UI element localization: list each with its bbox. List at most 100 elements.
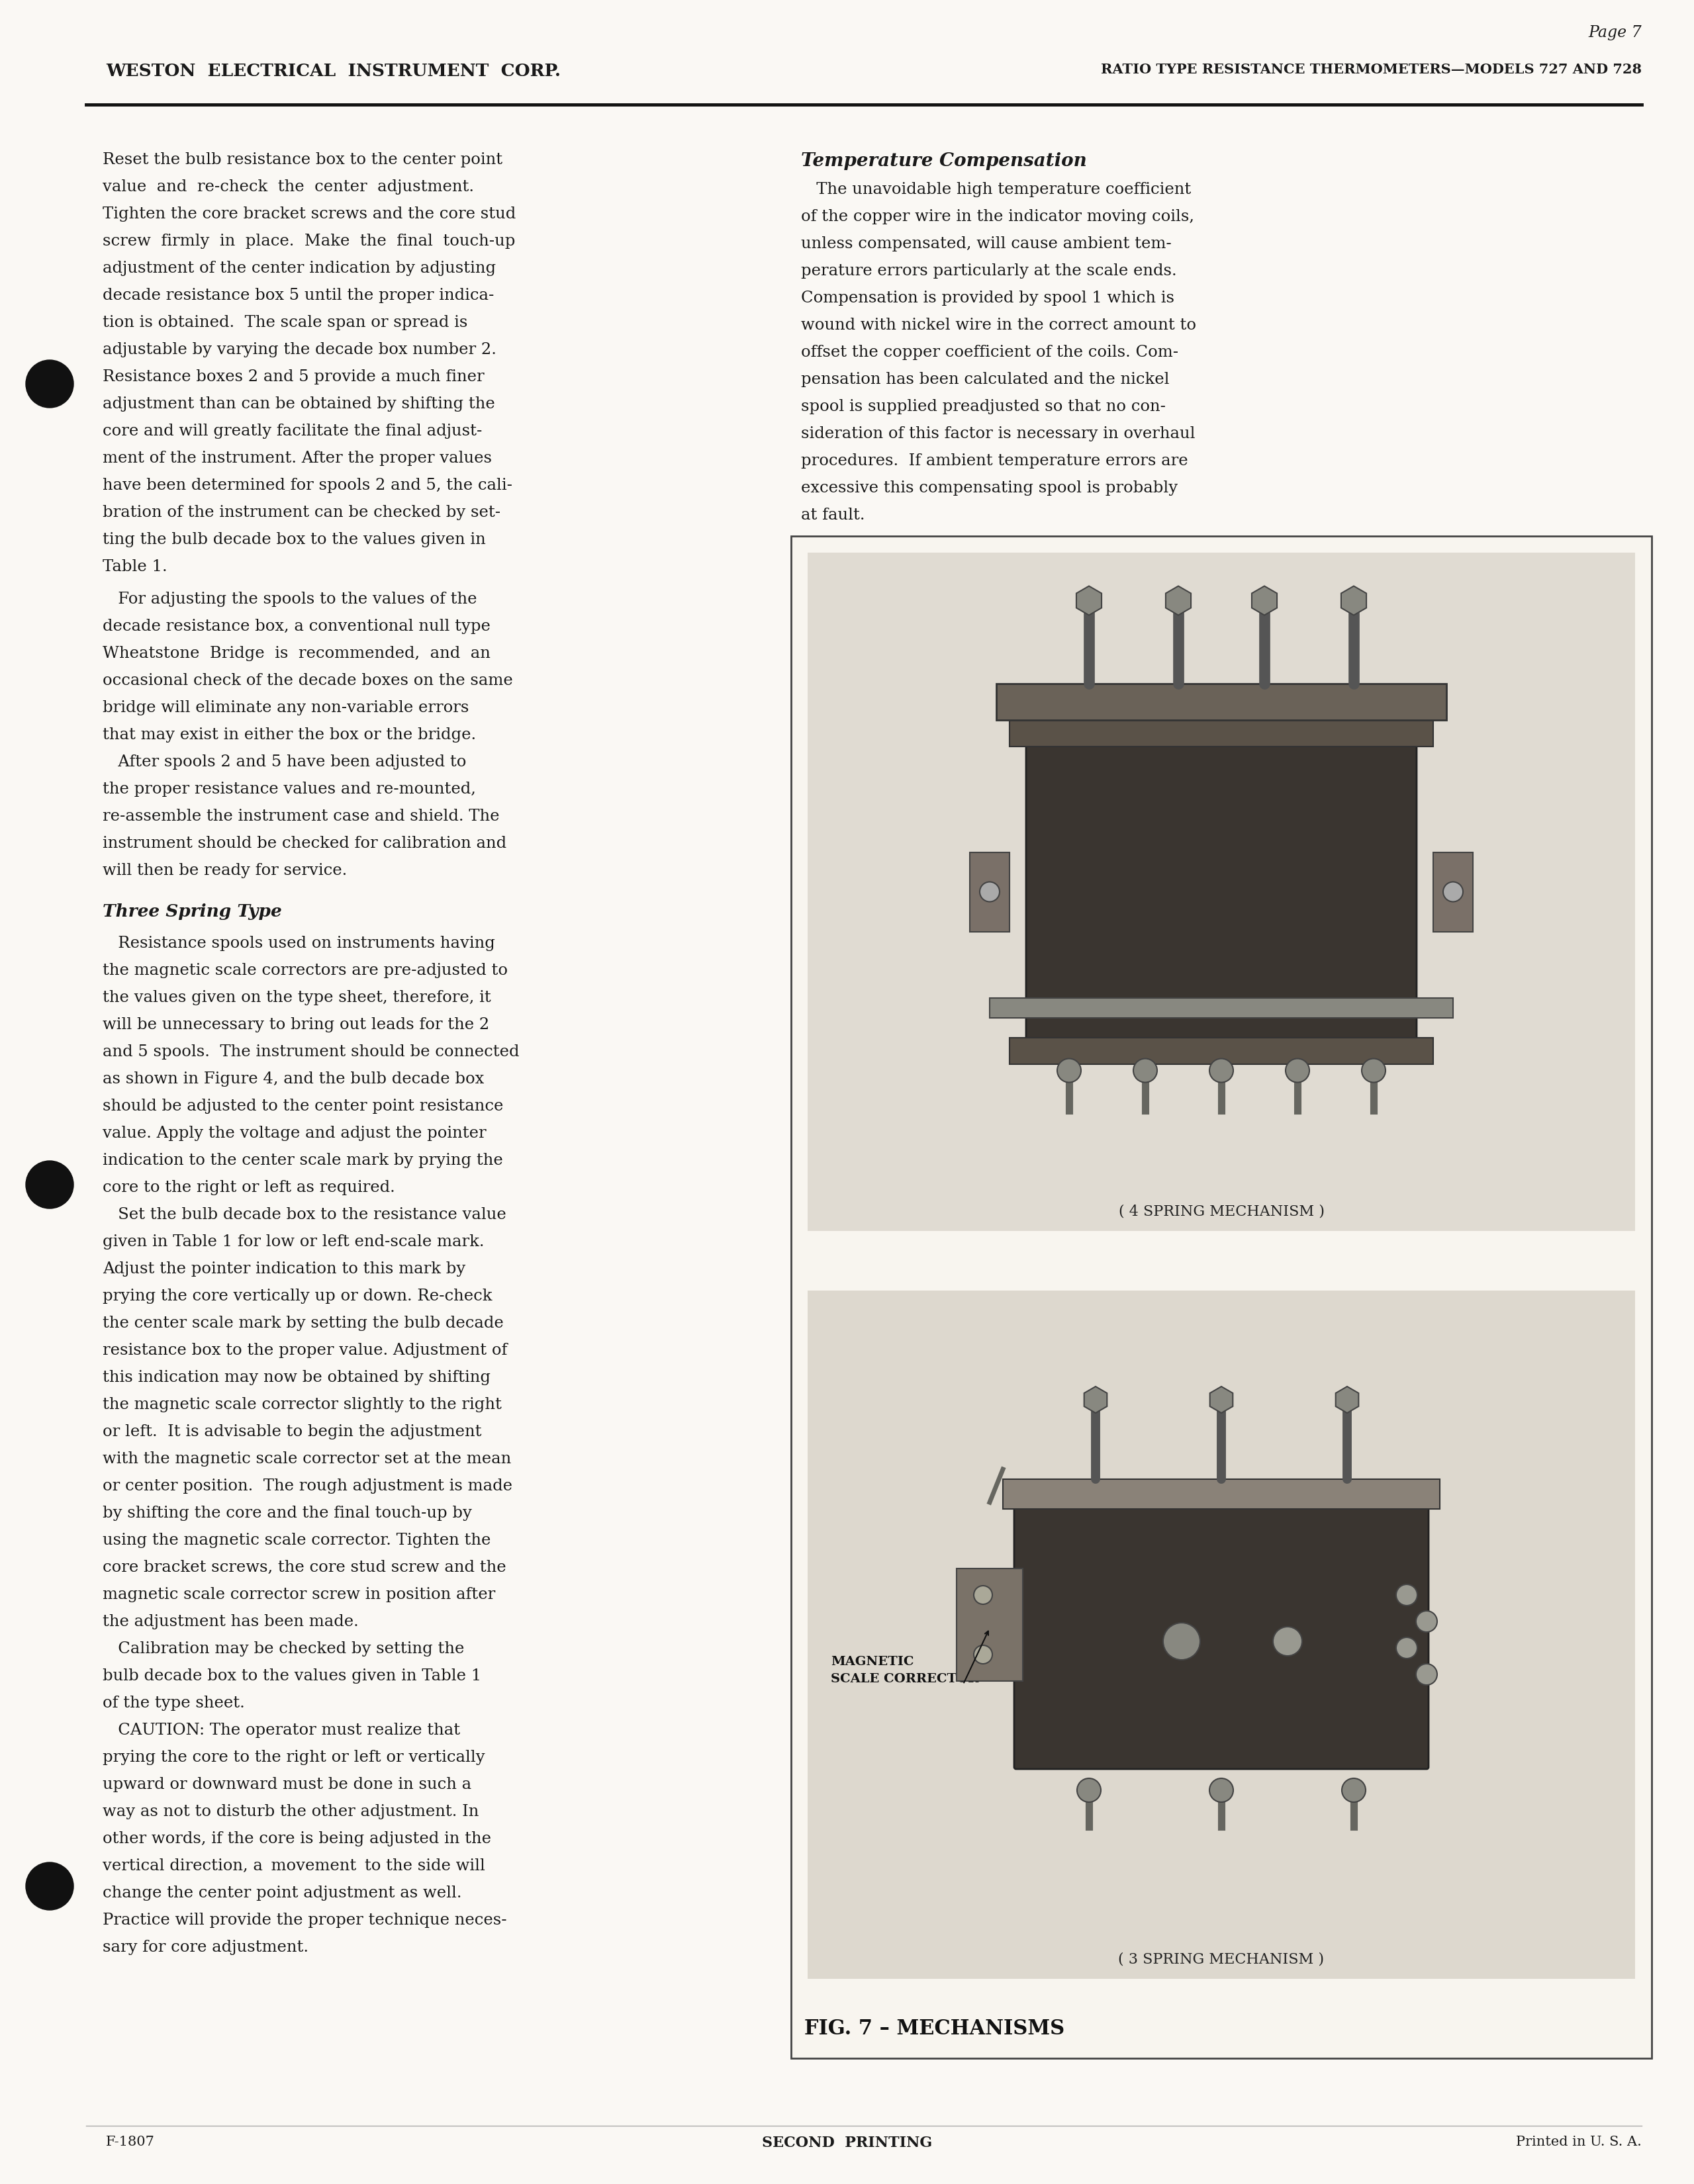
Text: given in Table 1 for low or left end-scale mark.: given in Table 1 for low or left end-sca… <box>103 1234 484 1249</box>
Circle shape <box>974 1586 993 1605</box>
Text: and 5 spools.  The instrument should be connected: and 5 spools. The instrument should be c… <box>103 1044 520 1059</box>
Bar <box>969 852 1010 933</box>
Text: adjustment than can be obtained by shifting the: adjustment than can be obtained by shift… <box>103 397 495 411</box>
Text: Resistance spools used on instruments having: Resistance spools used on instruments ha… <box>103 935 495 950</box>
Text: SECOND  PRINTING: SECOND PRINTING <box>762 2136 932 2151</box>
Text: or center position.  The rough adjustment is made: or center position. The rough adjustment… <box>103 1479 512 1494</box>
Circle shape <box>1342 1778 1365 1802</box>
Text: core to the right or left as required.: core to the right or left as required. <box>103 1179 395 1195</box>
Text: tion is obtained.  The scale span or spread is: tion is obtained. The scale span or spre… <box>103 314 468 330</box>
Text: bration of the instrument can be checked by set-: bration of the instrument can be checked… <box>103 505 500 520</box>
Circle shape <box>1133 1059 1157 1083</box>
Text: resistance box to the proper value. Adjustment of: resistance box to the proper value. Adju… <box>103 1343 507 1358</box>
FancyBboxPatch shape <box>1015 1507 1428 1769</box>
Bar <box>1003 1479 1440 1509</box>
Text: should be adjusted to the center point resistance: should be adjusted to the center point r… <box>103 1099 503 1114</box>
Text: spool is supplied preadjusted so that no con-: spool is supplied preadjusted so that no… <box>801 400 1165 415</box>
Text: prying the core vertically up or down. Re-check: prying the core vertically up or down. R… <box>103 1289 493 1304</box>
Bar <box>989 998 1453 1018</box>
Text: ( 3 SPRING MECHANISM ): ( 3 SPRING MECHANISM ) <box>1118 1952 1325 1968</box>
Bar <box>996 684 1447 721</box>
Text: will then be ready for service.: will then be ready for service. <box>103 863 347 878</box>
Text: procedures.  If ambient temperature errors are: procedures. If ambient temperature error… <box>801 454 1187 470</box>
Circle shape <box>1286 1059 1309 1083</box>
Text: Page 7: Page 7 <box>1589 26 1641 39</box>
Text: will be unnecessary to bring out leads for the 2: will be unnecessary to bring out leads f… <box>103 1018 490 1033</box>
Text: as shown in Figure 4, and the bulb decade box: as shown in Figure 4, and the bulb decad… <box>103 1072 484 1088</box>
Circle shape <box>1416 1612 1437 1631</box>
Text: unless compensated, will cause ambient tem-: unless compensated, will cause ambient t… <box>801 236 1172 251</box>
Text: excessive this compensating spool is probably: excessive this compensating spool is pro… <box>801 480 1177 496</box>
Text: way as not to disturb the other adjustment. In: way as not to disturb the other adjustme… <box>103 1804 479 1819</box>
Bar <box>808 1291 1635 1979</box>
Text: the center scale mark by setting the bulb decade: the center scale mark by setting the bul… <box>103 1315 503 1330</box>
Text: Temperature Compensation: Temperature Compensation <box>801 153 1088 170</box>
Text: After spools 2 and 5 have been adjusted to: After spools 2 and 5 have been adjusted … <box>103 753 466 769</box>
FancyBboxPatch shape <box>1027 736 1416 1048</box>
Text: offset the copper coefficient of the coils. Com-: offset the copper coefficient of the coi… <box>801 345 1179 360</box>
Bar <box>1010 1037 1433 1064</box>
Text: core bracket screws, the core stud screw and the: core bracket screws, the core stud screw… <box>103 1559 507 1575</box>
Text: sideration of this factor is necessary in overhaul: sideration of this factor is necessary i… <box>801 426 1196 441</box>
Circle shape <box>979 882 999 902</box>
Text: magnetic scale corrector screw in position after: magnetic scale corrector screw in positi… <box>103 1588 495 1603</box>
Text: Tighten the core bracket screws and the core stud: Tighten the core bracket screws and the … <box>103 207 517 223</box>
Text: decade resistance box 5 until the proper indica-: decade resistance box 5 until the proper… <box>103 288 495 304</box>
Text: CAUTION: The operator must realize that: CAUTION: The operator must realize that <box>103 1723 461 1738</box>
Text: Set the bulb decade box to the resistance value: Set the bulb decade box to the resistanc… <box>103 1208 507 1223</box>
Circle shape <box>1396 1583 1418 1605</box>
Text: value  and  re-check  the  center  adjustment.: value and re-check the center adjustment… <box>103 179 474 194</box>
Circle shape <box>1210 1059 1233 1083</box>
Text: RATIO TYPE RESISTANCE THERMOMETERS—MODELS 727 AND 728: RATIO TYPE RESISTANCE THERMOMETERS—MODEL… <box>1101 63 1641 76</box>
Circle shape <box>1396 1638 1418 1658</box>
Text: by shifting the core and the final touch-up by: by shifting the core and the final touch… <box>103 1505 473 1520</box>
Text: re-assemble the instrument case and shield. The: re-assemble the instrument case and shie… <box>103 808 500 823</box>
Text: perature errors particularly at the scale ends.: perature errors particularly at the scal… <box>801 264 1177 280</box>
Text: of the type sheet.: of the type sheet. <box>103 1695 244 1710</box>
Text: Resistance boxes 2 and 5 provide a much finer: Resistance boxes 2 and 5 provide a much … <box>103 369 484 384</box>
Circle shape <box>1272 1627 1303 1655</box>
Circle shape <box>25 360 73 408</box>
Text: Wheatstone  Bridge  is  recommended,  and  an: Wheatstone Bridge is recommended, and an <box>103 646 491 662</box>
Text: other words, if the core is being adjusted in the: other words, if the core is being adjust… <box>103 1830 491 1845</box>
Text: the proper resistance values and re-mounted,: the proper resistance values and re-moun… <box>103 782 476 797</box>
Circle shape <box>1362 1059 1386 1083</box>
Text: For adjusting the spools to the values of the: For adjusting the spools to the values o… <box>103 592 478 607</box>
Text: vertical direction, a  movement  to the side will: vertical direction, a movement to the si… <box>103 1859 484 1874</box>
Circle shape <box>1057 1059 1081 1083</box>
Circle shape <box>1443 882 1464 902</box>
Text: Calibration may be checked by setting the: Calibration may be checked by setting th… <box>103 1642 464 1655</box>
Text: change the center point adjustment as well.: change the center point adjustment as we… <box>103 1885 462 1900</box>
Text: Adjust the pointer indication to this mark by: Adjust the pointer indication to this ma… <box>103 1262 466 1278</box>
Text: adjustment of the center indication by adjusting: adjustment of the center indication by a… <box>103 260 496 275</box>
Text: ment of the instrument. After the proper values: ment of the instrument. After the proper… <box>103 450 491 465</box>
Text: value. Apply the voltage and adjust the pointer: value. Apply the voltage and adjust the … <box>103 1125 486 1140</box>
Text: F-1807: F-1807 <box>107 2136 154 2149</box>
Text: bridge will eliminate any non-variable errors: bridge will eliminate any non-variable e… <box>103 701 469 716</box>
Text: the values given on the type sheet, therefore, it: the values given on the type sheet, ther… <box>103 989 491 1005</box>
Text: MAGNETIC: MAGNETIC <box>830 1655 913 1669</box>
Circle shape <box>1210 1778 1233 1802</box>
Bar <box>791 535 1652 2057</box>
Circle shape <box>25 1863 73 1911</box>
Text: bulb decade box to the values given in Table 1: bulb decade box to the values given in T… <box>103 1669 481 1684</box>
Text: the magnetic scale correctors are pre-adjusted to: the magnetic scale correctors are pre-ad… <box>103 963 508 978</box>
Text: ( 4 SPRING MECHANISM ): ( 4 SPRING MECHANISM ) <box>1118 1206 1325 1219</box>
Text: at fault.: at fault. <box>801 507 866 522</box>
Text: Table 1.: Table 1. <box>103 559 168 574</box>
Text: screw  firmly  in  place.  Make  the  final  touch-up: screw firmly in place. Make the final to… <box>103 234 515 249</box>
Text: wound with nickel wire in the correct amount to: wound with nickel wire in the correct am… <box>801 317 1196 332</box>
Text: that may exist in either the box or the bridge.: that may exist in either the box or the … <box>103 727 476 743</box>
Text: pensation has been calculated and the nickel: pensation has been calculated and the ni… <box>801 371 1169 387</box>
Text: The unavoidable high temperature coefficient: The unavoidable high temperature coeffic… <box>801 181 1191 197</box>
Text: or left.  It is advisable to begin the adjustment: or left. It is advisable to begin the ad… <box>103 1424 481 1439</box>
Text: Three Spring Type: Three Spring Type <box>103 904 281 919</box>
Text: core and will greatly facilitate the final adjust-: core and will greatly facilitate the fin… <box>103 424 483 439</box>
Text: Printed in U. S. A.: Printed in U. S. A. <box>1516 2136 1641 2149</box>
Circle shape <box>974 1645 993 1664</box>
Text: with the magnetic scale corrector set at the mean: with the magnetic scale corrector set at… <box>103 1452 512 1468</box>
Text: SCALE CORRECTOR: SCALE CORRECTOR <box>830 1673 979 1686</box>
Circle shape <box>1077 1778 1101 1802</box>
Text: indication to the center scale mark by prying the: indication to the center scale mark by p… <box>103 1153 503 1168</box>
Bar <box>1433 852 1472 933</box>
